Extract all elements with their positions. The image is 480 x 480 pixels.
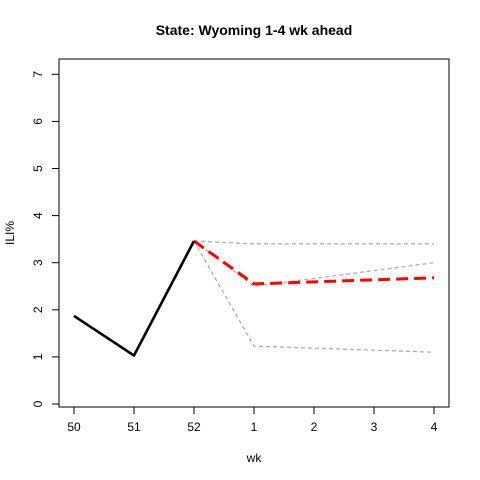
- series-line-observed: [73, 240, 196, 357]
- x-tick-label: 2: [311, 420, 318, 434]
- y-axis: 0 1 2 3 4 5 6 7: [31, 71, 60, 407]
- y-tick-label: 5: [31, 165, 45, 172]
- x-tick-label: 1: [251, 420, 258, 434]
- x-tick-label: 4: [431, 420, 438, 434]
- y-tick-label: 2: [31, 306, 45, 313]
- plot-frame: [58, 58, 450, 408]
- y-tick-label: 7: [31, 71, 45, 78]
- x-axis: 50 51 52 1 2 3 4: [67, 406, 438, 434]
- y-tick-label: 0: [31, 400, 45, 407]
- series-line-upper-bound: [193, 240, 434, 245]
- x-tick-label: 51: [127, 420, 141, 434]
- chart-title: State: Wyoming 1-4 wk ahead: [156, 22, 353, 38]
- x-tick-label: 50: [67, 420, 81, 434]
- y-axis-label: ILI%: [3, 221, 17, 245]
- y-tick-label: 4: [31, 212, 45, 219]
- y-tick-label: 1: [31, 353, 45, 360]
- x-tick-label: 3: [371, 420, 378, 434]
- series-layer: [73, 239, 435, 357]
- y-tick-label: 6: [31, 118, 45, 125]
- series-line-lower-bound: [193, 240, 435, 353]
- series-line-mid-bound: [193, 240, 435, 287]
- x-tick-label: 52: [187, 420, 201, 434]
- series-line-forecast: [193, 239, 435, 286]
- y-tick-label: 3: [31, 259, 45, 266]
- x-axis-label: wk: [246, 451, 263, 465]
